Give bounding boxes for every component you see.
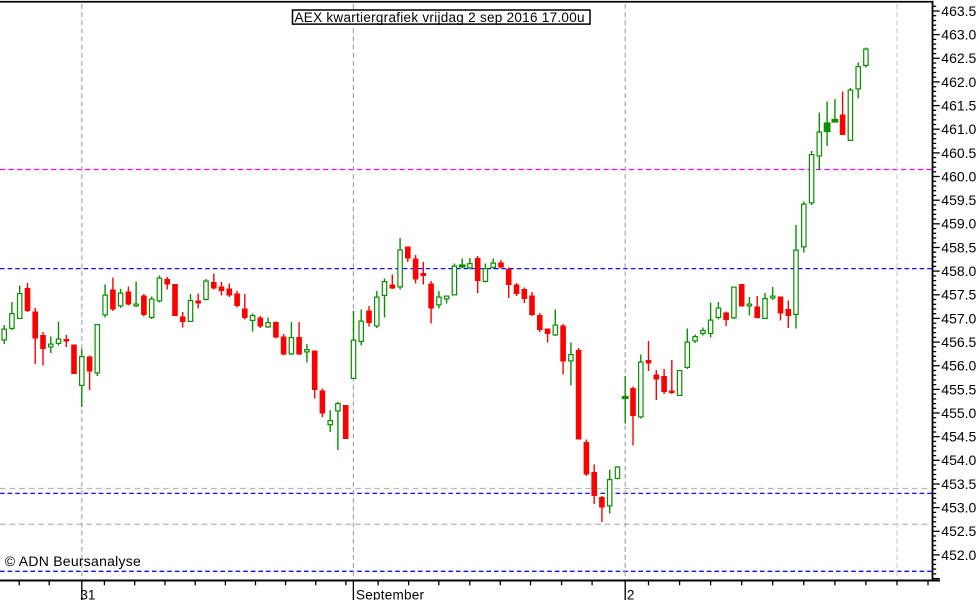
svg-text:460.5: 460.5 — [941, 145, 976, 161]
svg-text:455.0: 455.0 — [941, 405, 976, 421]
svg-text:463.0: 463.0 — [941, 27, 976, 43]
svg-text:457.0: 457.0 — [941, 310, 976, 326]
svg-text:453.0: 453.0 — [941, 500, 976, 516]
svg-text:461.5: 461.5 — [941, 98, 976, 114]
svg-text:456.0: 456.0 — [941, 358, 976, 374]
svg-text:461.0: 461.0 — [941, 121, 976, 137]
svg-text:© ADN Beursanalyse: © ADN Beursanalyse — [5, 553, 141, 569]
svg-text:458.5: 458.5 — [941, 239, 976, 255]
svg-text:455.5: 455.5 — [941, 381, 976, 397]
svg-text:452.5: 452.5 — [941, 523, 976, 539]
svg-text:460.0: 460.0 — [941, 168, 976, 184]
svg-text:2: 2 — [627, 588, 635, 600]
svg-text:454.5: 454.5 — [941, 429, 976, 445]
svg-text:452.0: 452.0 — [941, 547, 976, 563]
svg-text:459.5: 459.5 — [941, 192, 976, 208]
svg-text:September: September — [356, 588, 425, 600]
svg-text:AEX kwartiergrafiek vrijdag 2: AEX kwartiergrafiek vrijdag 2 sep 2016 1… — [295, 10, 585, 25]
svg-text:458.0: 458.0 — [941, 263, 976, 279]
svg-text:31: 31 — [80, 588, 95, 600]
svg-text:459.0: 459.0 — [941, 216, 976, 232]
svg-text:457.5: 457.5 — [941, 287, 976, 303]
svg-text:453.5: 453.5 — [941, 476, 976, 492]
svg-text:463.5: 463.5 — [941, 3, 976, 19]
svg-text:462.0: 462.0 — [941, 74, 976, 90]
svg-text:456.5: 456.5 — [941, 334, 976, 350]
svg-text:462.5: 462.5 — [941, 50, 976, 66]
svg-text:454.0: 454.0 — [941, 452, 976, 468]
